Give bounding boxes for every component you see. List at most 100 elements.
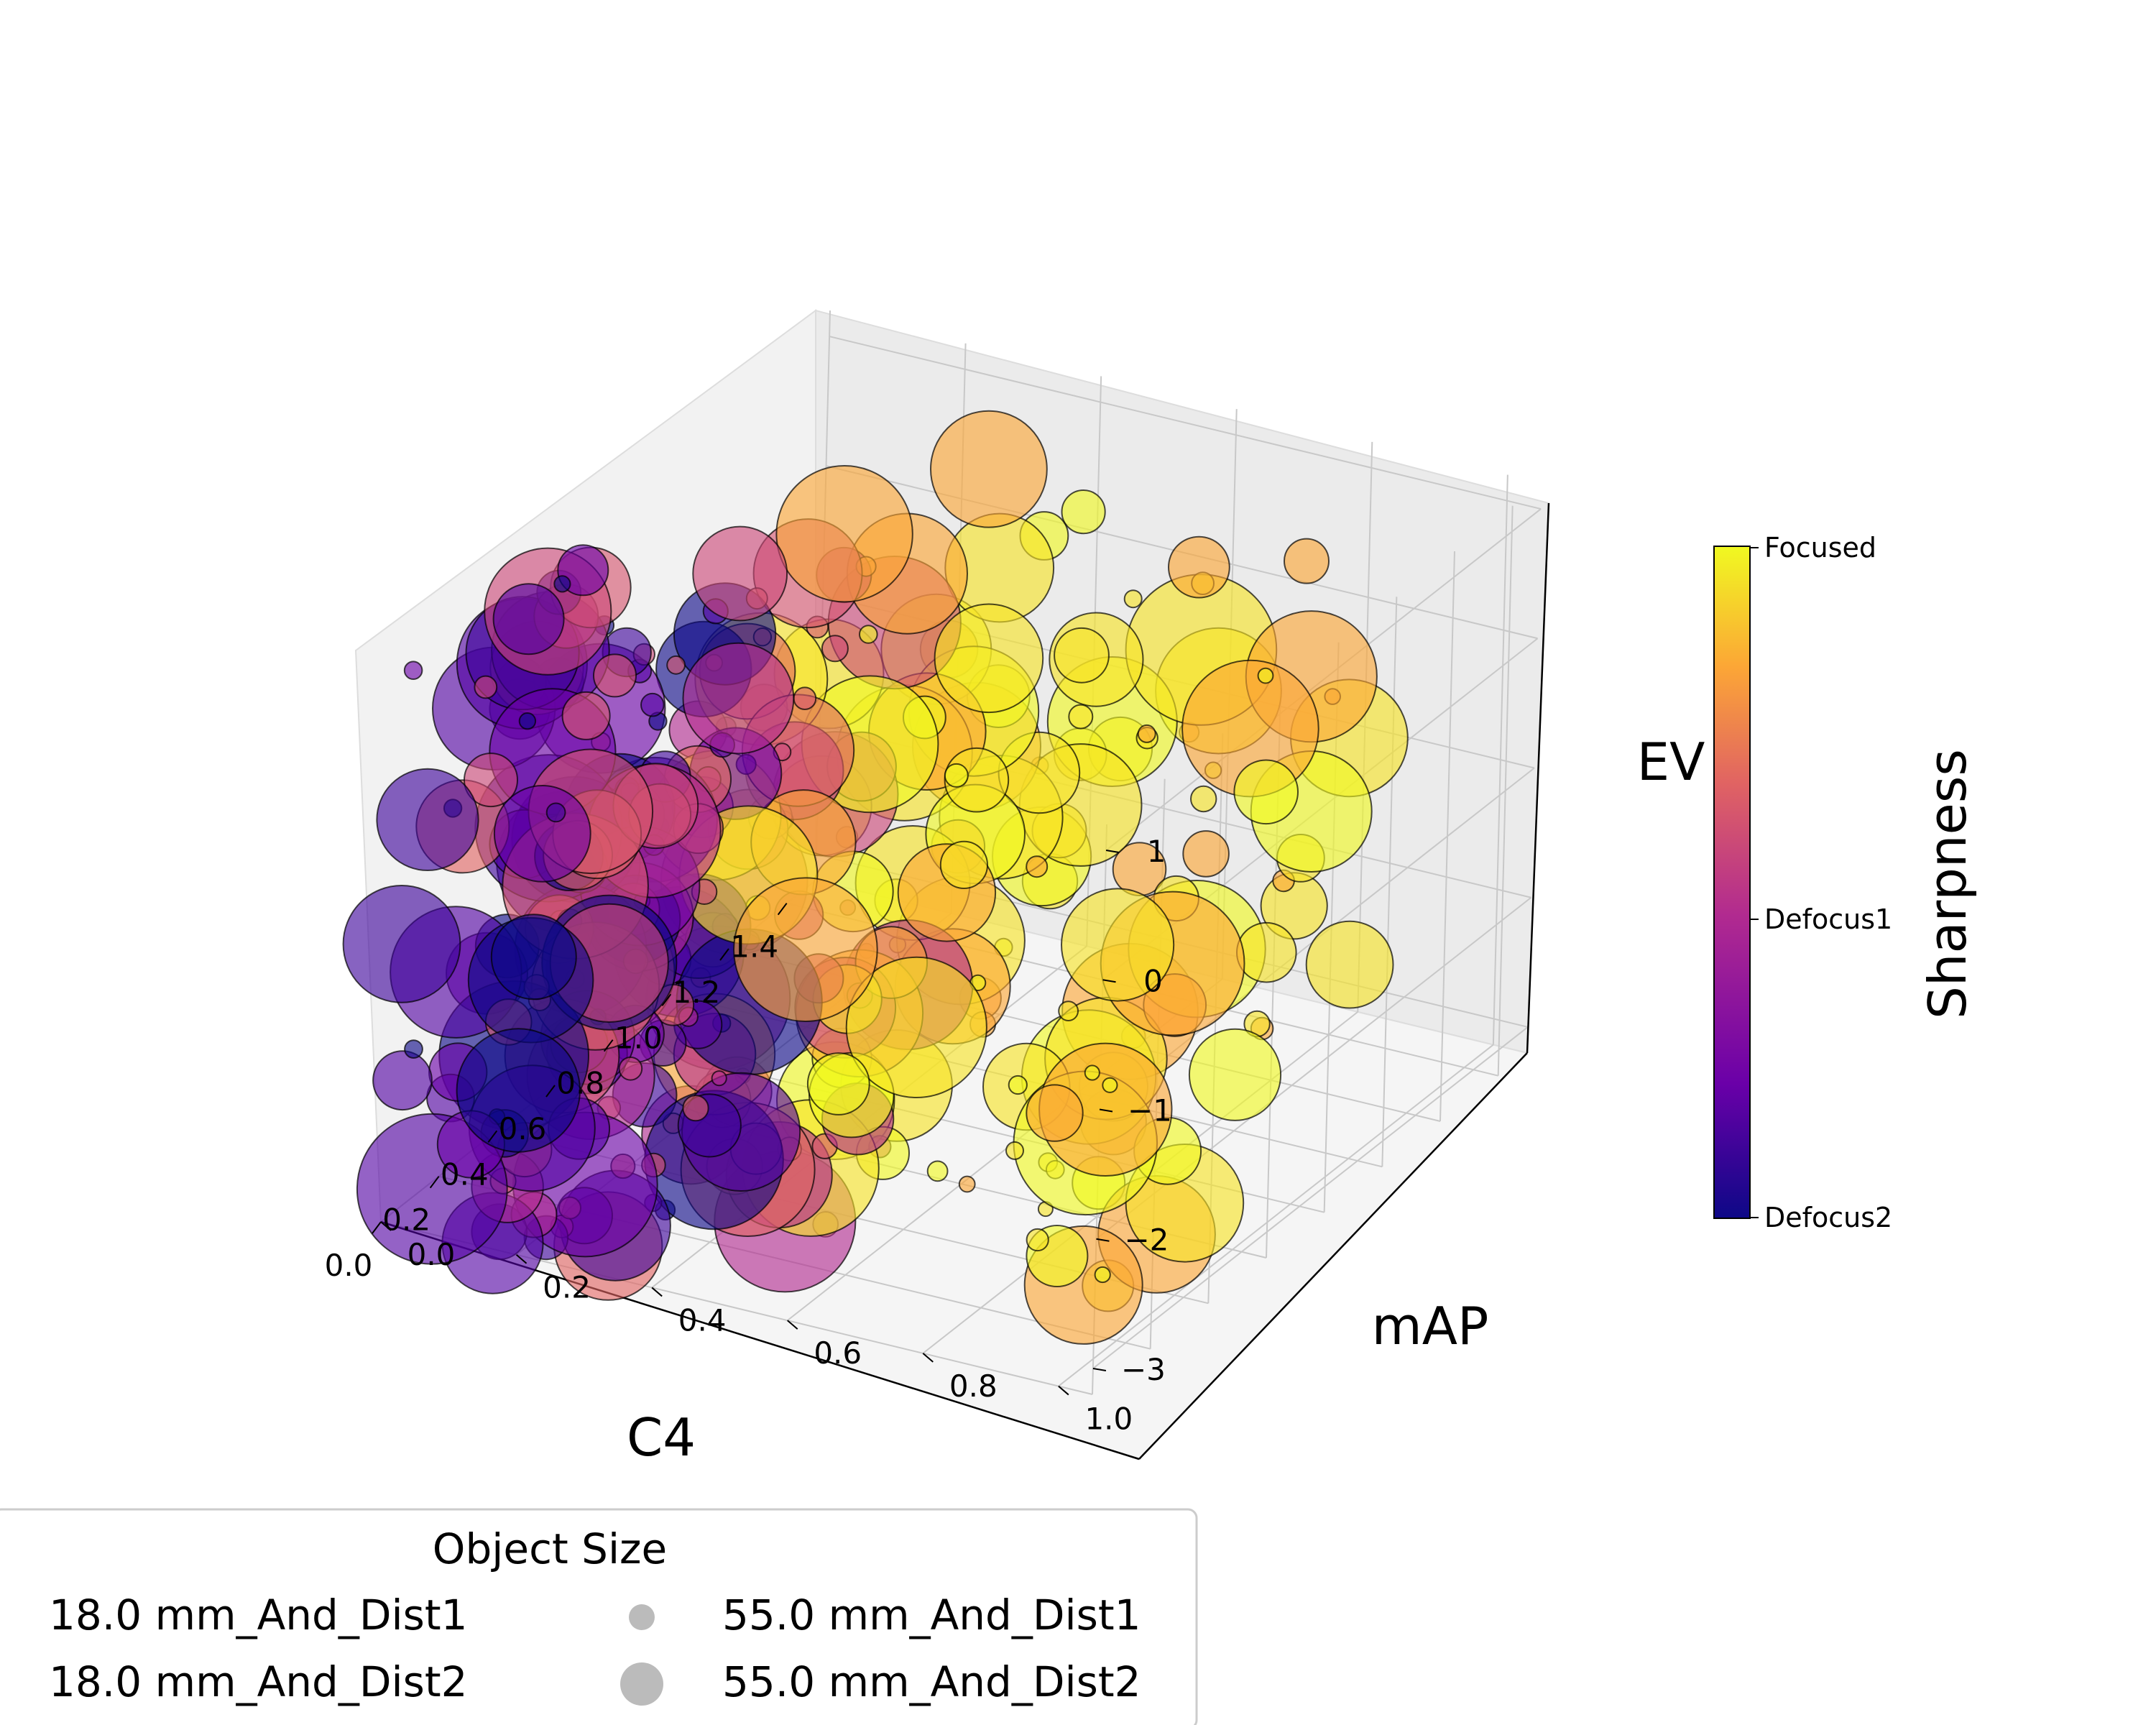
scatter-point [561,691,611,740]
z-tick-label: 0 [1143,963,1163,998]
z-tick-labels: 1 0 −1 −2 −3 [1092,834,1172,1387]
scatter-point [618,1057,643,1081]
x-tick-label: 1.4 [730,929,778,965]
scatter-point [1233,759,1299,825]
scatter-point [1026,855,1049,878]
y-axis-line [1138,1052,1528,1460]
legend-entry-3: 55.0 mm_And_Dist1 [722,1591,1141,1639]
y-tick-label: 0.0 [407,1237,456,1272]
data-points [342,410,1409,1345]
scatter-point [934,603,1044,714]
scatter-point [930,410,1048,528]
scatter-point [1005,1141,1024,1160]
scatter-point [372,1050,433,1111]
scatter-point [518,712,537,730]
scatter-point [958,1175,976,1193]
z-tick-label: 1 [1147,834,1166,869]
y-axis-label: mAP [1372,1296,1489,1356]
z-tick-label: −2 [1124,1223,1169,1258]
colorbar-tick-defocus2: Defocus2 [1764,1202,1892,1233]
x-tick-label: 0.4 [441,1156,489,1192]
scatter-point [682,1095,709,1122]
scatter-point [733,877,878,1022]
scatter-point [939,840,989,890]
scatter-point [845,956,987,1099]
scatter-point [545,802,566,823]
colorbar-tick-focused: Focused [1764,532,1876,564]
x-axis-label: C4 [627,1407,696,1468]
legend-marker-4 [620,1662,663,1706]
scatter-point [1168,535,1230,599]
scatter-point [1257,667,1274,684]
scatter-point [456,1028,581,1153]
scatter-point [1137,724,1156,743]
legend-entry-1: 18.0 mm_And_Dist1 [49,1591,467,1639]
scatter-point [692,525,788,622]
scatter-point [1236,921,1297,983]
scatter-point [492,583,565,656]
scatter-point [1284,538,1330,584]
scatter-point [403,661,423,681]
scatter-point [1026,1228,1049,1252]
scatter-point [1061,489,1106,535]
scatter-point [1084,1064,1100,1081]
scatter-point [711,1070,727,1087]
scatter-point [1068,704,1094,730]
scatter-point [490,914,577,1000]
scatter-point [593,653,637,698]
y-tick-label: 0.6 [814,1335,862,1371]
scatter-point [682,642,795,755]
y-tick-label: 0.8 [949,1368,998,1404]
colorbar [1713,546,1751,1219]
scatter-point [1061,888,1175,1002]
scatter-point [1026,1084,1084,1142]
x-tick-label: 1.2 [673,975,721,1010]
colorbar-label: Sharpness [1917,749,1978,1019]
scatter-point [1054,627,1110,684]
legend-entry-4: 55.0 mm_And_Dist2 [722,1657,1141,1706]
y-tick-labels: 0.0 0.2 0.4 0.6 0.8 1.0 [380,1221,1133,1437]
scatter-point [859,625,878,644]
x-tick-label: 0.0 [325,1248,373,1283]
z-tick-label: −1 [1128,1093,1172,1128]
scatter-point [1102,1077,1118,1093]
x-tick-label: 1.0 [614,1020,663,1055]
z-axis-line [1526,502,1550,1054]
scatter-point [1094,1266,1111,1284]
scatter-point [493,785,591,883]
scatter-point [1123,589,1143,609]
scatter-point [806,1052,870,1116]
scatter-point [342,885,461,1003]
scatter-point [793,686,817,711]
scatter-point [404,1039,423,1059]
scatter-point [474,675,498,699]
scatter-point [775,465,913,603]
scatter-point [1190,785,1217,813]
legend-marker-3 [629,1604,655,1630]
scatter-point [666,655,686,675]
x-tick-label: 0.2 [382,1202,430,1238]
x-tick-labels: 0.00.20.40.60.81.01.21.4 [325,903,788,1283]
legend-title: Object Size [433,1524,667,1573]
legend-entry-2: 18.0 mm_And_Dist2 [49,1657,467,1706]
x-tick-label: 0.8 [556,1066,604,1101]
scatter-point [944,763,969,788]
z-axis-label: EV [1637,732,1705,792]
scatter-point [1008,1075,1028,1095]
legend: Object Size 18.0 mm_And_Dist1 18.0 mm_An… [0,1508,1198,1725]
scatter-point [1058,1000,1079,1021]
scatter-point [1305,920,1394,1009]
x-tick-label: 0.6 [499,1111,547,1146]
scatter-point [464,753,518,808]
scatter-point [1188,1028,1282,1121]
scatter-point [376,768,479,872]
scatter-point [640,692,665,717]
scatter-point [1182,830,1230,878]
y-tick-label: 1.0 [1084,1402,1133,1437]
scatter-point [821,635,849,663]
y-tick-label: 0.2 [543,1270,591,1305]
scatter-point [553,575,571,593]
scatter-point [926,1160,949,1182]
z-tick-label: −3 [1121,1352,1166,1387]
